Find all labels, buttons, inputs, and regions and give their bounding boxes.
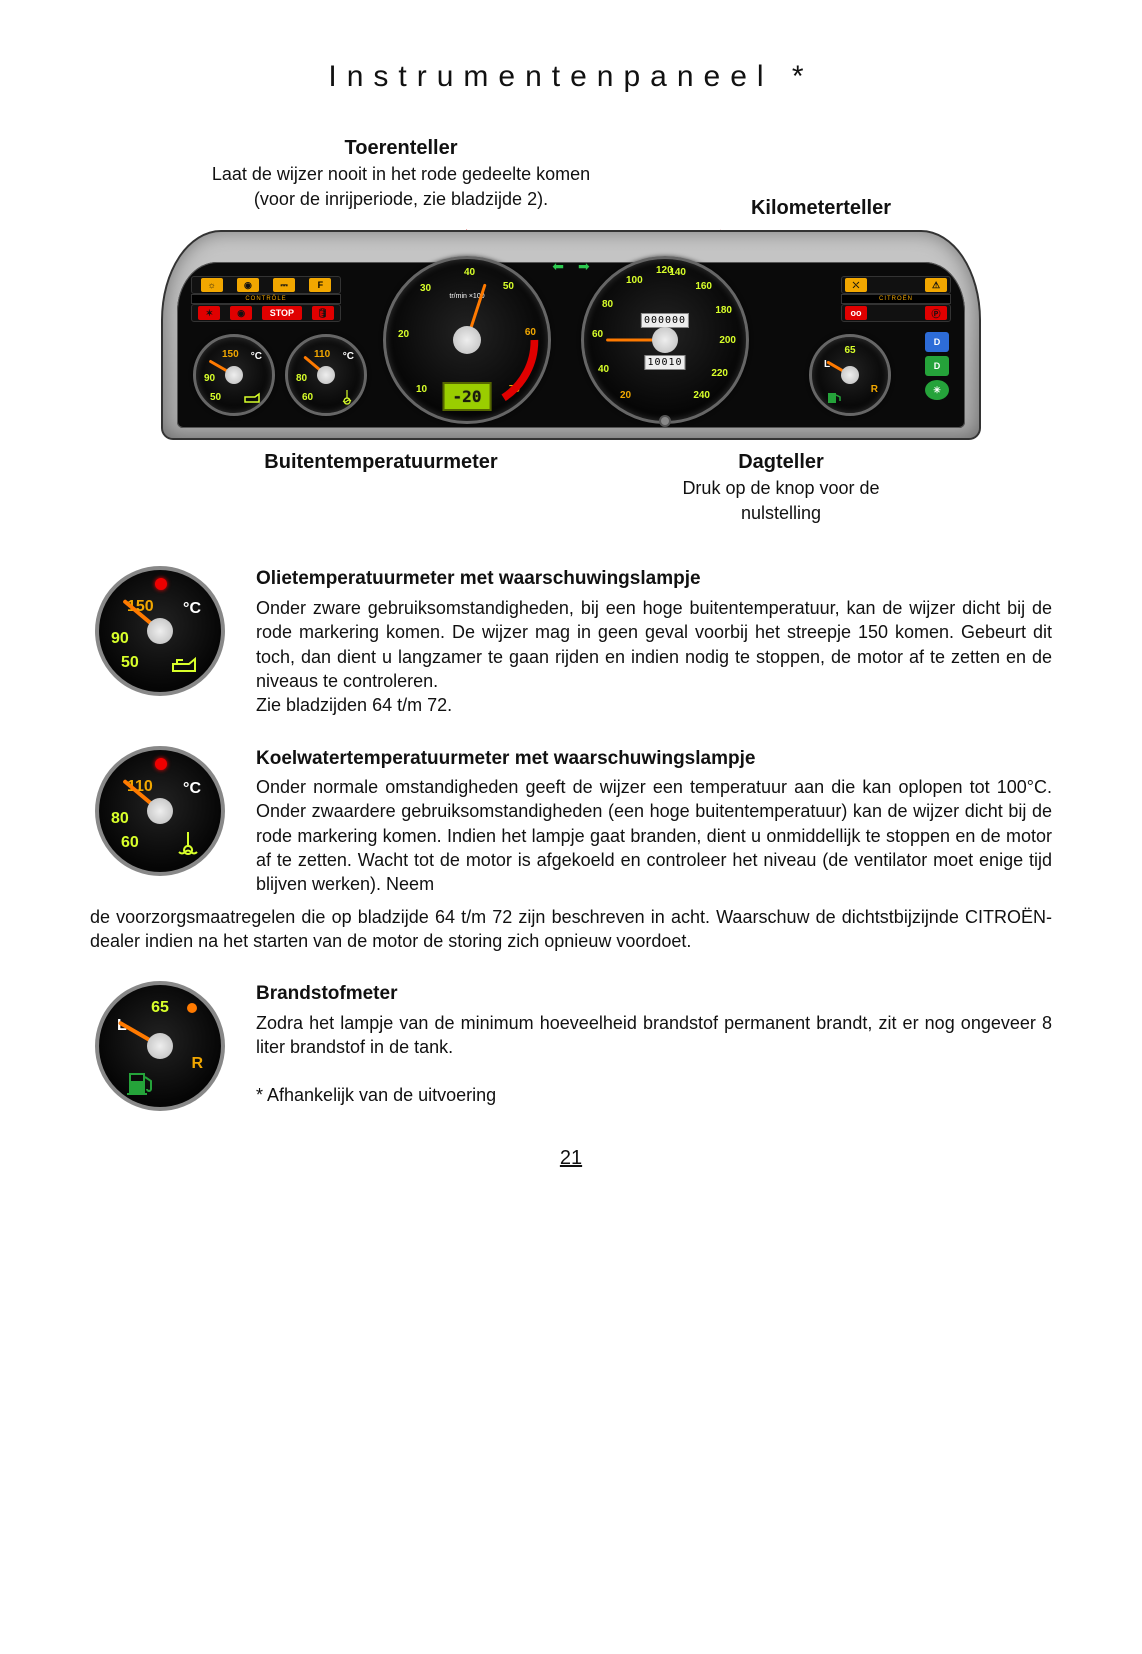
oil-can-icon — [171, 654, 201, 674]
fuel-gauge-small: L 65 R — [809, 334, 891, 416]
thermometer-icon — [340, 389, 354, 405]
thermometer-icon — [175, 830, 201, 858]
section-coolant-cont: de voorzorgsmaatregelen die op bladzijde… — [90, 905, 1052, 954]
fuel-gauge-large: L 65 R — [95, 981, 225, 1111]
dashboard-inner: ⬅ ➡ ☼ ◉ ⎓ F CONTRÔLE ✶ — [177, 262, 965, 428]
seatbelt-icon: ⛌ — [845, 278, 867, 292]
oil-temp-gauge-small: 150 °C 90 50 — [193, 334, 275, 416]
callout-tachometer-title: Toerenteller — [201, 134, 601, 162]
trip-display: 10010 — [644, 355, 685, 370]
turn-right-icon: ➡ — [578, 258, 590, 275]
footnote: * Afhankelijk van de uitvoering — [256, 1083, 1052, 1107]
control-label: CONTRÔLE — [245, 296, 286, 302]
callout-trip-title: Dagteller — [641, 448, 921, 476]
oil-can-icon — [244, 391, 262, 403]
right-warning-cluster: ⛌ ⚠ CITROËN oo Ⓟ — [841, 276, 951, 322]
battery-icon: ⎓ — [273, 278, 295, 292]
trip-reset-knob[interactable] — [659, 415, 671, 427]
hazard-icon: ⚠ — [925, 278, 947, 292]
brand-label: CITROËN — [879, 296, 913, 302]
callout-trip-body: Druk op de knop voor de nulstelling — [641, 476, 921, 526]
oil-can-icon: 🛢 — [312, 306, 334, 320]
section-fuel-title: Brandstofmeter — [256, 981, 1052, 1007]
light-icon: ☼ — [201, 278, 223, 292]
oil-temp-gauge-large: 150 °C 90 50 — [95, 566, 225, 696]
callout-tachometer-body: Laat de wijzer nooit in het rode gedeelt… — [201, 162, 601, 212]
callout-outside-temp-title: Buitentemperatuurmeter — [201, 448, 561, 476]
section-coolant: 110 °C 80 60 Koelwatertemperatuurmeter m… — [90, 746, 1052, 897]
callout-tachometer: Toerenteller Laat de wijzer nooit in het… — [201, 134, 601, 222]
right-indicator-column: D D ✳ — [925, 332, 951, 400]
indicator-d2: D — [925, 356, 949, 376]
indicator-star: ✳ — [925, 380, 949, 400]
tachometer-gauge: 10 20 30 40 50 60 70 tr/min ×100 -20 — [383, 256, 551, 424]
section-fuel: L 65 R Brandstofmeter Zodra het lampje v… — [90, 981, 1052, 1111]
outside-temp-display: -20 — [443, 382, 492, 411]
section-coolant-title: Koelwatertemperatuurmeter met waarschuwi… — [256, 746, 1052, 772]
coolant-gauge-small: 110 °C 80 60 — [285, 334, 367, 416]
indicator-f: F — [309, 278, 331, 292]
left-warning-cluster: ☼ ◉ ⎓ F CONTRÔLE ✶ ◉ STOP 🛢 — [191, 276, 341, 322]
section-coolant-lead: Onder normale omstandigheden geeft de wi… — [256, 777, 1052, 894]
callout-odometer: Kilometerteller — [701, 194, 941, 222]
section-oil-title: Olietemperatuurmeter met waarschuwingsla… — [256, 566, 1052, 592]
indicator-oo: oo — [845, 306, 867, 320]
section-fuel-body: Zodra het lampje van de minimum hoeveelh… — [256, 1013, 1052, 1057]
dashboard-callout-area: Toerenteller Laat de wijzer nooit in het… — [161, 134, 981, 526]
section-oil-temp: 150 °C 90 50 Olietemperatuurmeter met wa… — [90, 566, 1052, 717]
page-number: 21 — [90, 1147, 1052, 1170]
dashboard-panel: ⬅ ➡ ☼ ◉ ⎓ F CONTRÔLE ✶ — [161, 230, 981, 440]
callout-outside-temp: Buitentemperatuurmeter — [201, 448, 561, 526]
indicator-d1: D — [925, 332, 949, 352]
section-oil-body: Onder zware gebruiksomstandigheden, bij … — [256, 598, 1052, 715]
page-title: Instrumentenpaneel * — [90, 60, 1052, 94]
callout-odometer-title: Kilometerteller — [701, 194, 941, 222]
park-icon: Ⓟ — [925, 306, 947, 320]
stop-indicator: STOP — [262, 306, 302, 320]
fuel-pump-icon — [125, 1065, 157, 1095]
callout-trip: Dagteller Druk op de knop voor de nulste… — [641, 448, 921, 526]
oil-icon: ◉ — [237, 278, 259, 292]
odometer-display: 000000 — [641, 313, 689, 328]
speedometer-gauge: 20 40 60 80 100 120 140 160 180 200 220 … — [581, 256, 749, 424]
fuel-pump-icon — [826, 389, 842, 405]
oil-warn-icon: ◉ — [230, 306, 252, 320]
airbag-icon: ✶ — [198, 306, 220, 320]
coolant-gauge-large: 110 °C 80 60 — [95, 746, 225, 876]
turn-left-icon: ⬅ — [552, 258, 564, 275]
